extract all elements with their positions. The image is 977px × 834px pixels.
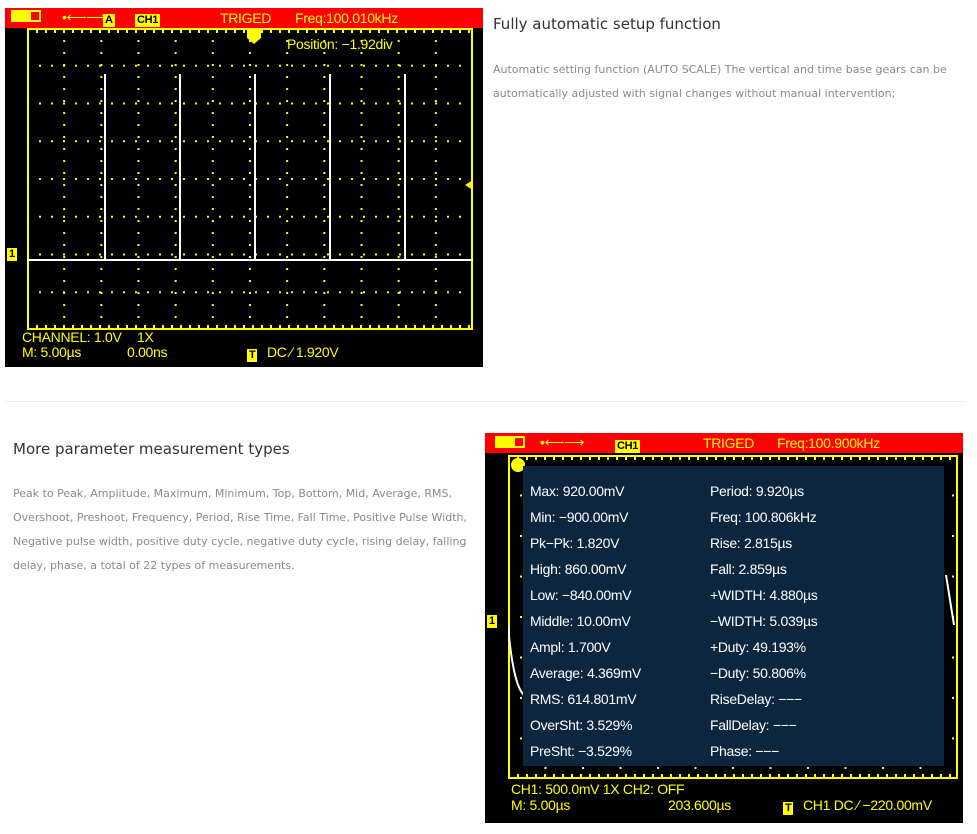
measurement-item: OverSht: 3.529% [530,717,633,733]
measurement-item: PreSht: −3.529% [530,743,632,759]
measurement-item: Ampl: 1.700V [530,639,611,655]
scope-screen-autoscale: •⟵⟶ A CH1 TRIGED Freq:100.010kHz Positio… [5,8,483,367]
measurement-item: Freq: 100.806kHz [710,509,817,525]
trigger-info: DC ∕ 1.920V [267,344,339,360]
status-bar: •⟵⟶ A CH1 TRIGED Freq:100.010kHz [5,8,483,28]
measurement-item: −Duty: 50.806% [710,665,806,681]
trigger-badge: T [247,349,258,362]
waveform-grid [508,455,958,779]
divider [5,401,965,402]
section-title-measurements: More parameter measurement types [13,440,290,458]
channel-scale: CHANNEL: 1.0V [22,329,122,345]
scope-screen-measurements: •⟵⟶ CH1 TRIGED Freq:100.900kHz Max: 920.… [485,433,963,823]
measurement-item: Average: 4.369mV [530,665,641,681]
frequency-readout: Freq:100.900kHz [777,435,880,451]
section-title-autoscale: Fully automatic setup function [493,15,721,33]
battery-icon [11,10,41,22]
measurement-item: Pk−Pk: 1.820V [530,535,620,551]
section-description-measurements: Peak to Peak, Amplitude, Maximum, Minimu… [13,487,468,572]
waveform-trace [508,624,525,696]
measurement-item: Phase: −−− [710,743,780,759]
measurement-item: Rise: 2.815µs [710,535,792,551]
measurement-item: Period: 9.920µs [710,483,804,499]
position-readout: Position: −1.92div [287,36,393,52]
measurement-item: Fall: 2.859µs [710,561,787,577]
measurement-item: +Duty: 49.193% [710,639,806,655]
trigger-status: TRIGED [220,10,272,26]
measurement-item: Max: 920.00mV [530,483,625,499]
trigger-level-marker [465,180,473,190]
channel-marker: 1 [7,248,17,261]
measurement-item: RiseDelay: −−− [710,691,802,707]
measurement-item: −WIDTH: 5.039µs [710,613,818,629]
channel-marker: 1 [487,615,497,628]
usb-icon: •⟵⟶ [62,9,107,25]
timebase: M: 5.00µs [22,344,82,360]
measurements-left: Max: 920.00mV Min: −900.00mV Pk−Pk: 1.820V… [530,478,641,764]
trigger-status: TRIGED [703,435,755,451]
channel-badge: CH1 [135,14,161,27]
frequency-readout: Freq:100.010kHz [295,10,398,26]
trigger-position-marker [247,30,261,44]
measurement-item: Min: −900.00mV [530,509,629,525]
measurement-item: +WIDTH: 4.880µs [710,587,818,603]
measurement-item: Low: −840.00mV [530,587,632,603]
measurement-item: High: 860.00mV [530,561,627,577]
channel-badge: CH1 [615,440,641,453]
timebase: M: 5.00µs [511,797,571,813]
section-description-autoscale: Automatic setting function (AUTO SCALE) … [493,63,947,100]
waveform-trace [945,574,955,626]
usb-icon: •⟵⟶ [540,434,585,450]
trigger-badge: T [783,802,794,815]
waveform-grid [27,28,473,330]
status-bar: •⟵⟶ CH1 TRIGED Freq:100.900kHz [485,433,963,453]
trigger-info: CH1 DC ∕ −220.00mV [803,797,932,813]
measurement-panel: Max: 920.00mV Min: −900.00mV Pk−Pk: 1.820V… [523,466,944,766]
probe-factor: 1X [137,329,154,345]
measurement-item: RMS: 614.801mV [530,691,637,707]
measurement-item: FallDelay: −−− [710,717,797,733]
measurements-right: Period: 9.920µs Freq: 100.806kHz Rise: 2.8… [710,478,818,764]
battery-icon [495,436,525,448]
time-offset: 0.00ns [127,344,168,360]
trigger-position-marker [511,458,525,472]
measurement-item: Middle: 10.00mV [530,613,631,629]
auto-badge: A [103,14,115,27]
time-offset: 203.600µs [668,797,731,813]
channel-scale: CH1: 500.0mV 1X CH2: OFF [511,781,685,797]
